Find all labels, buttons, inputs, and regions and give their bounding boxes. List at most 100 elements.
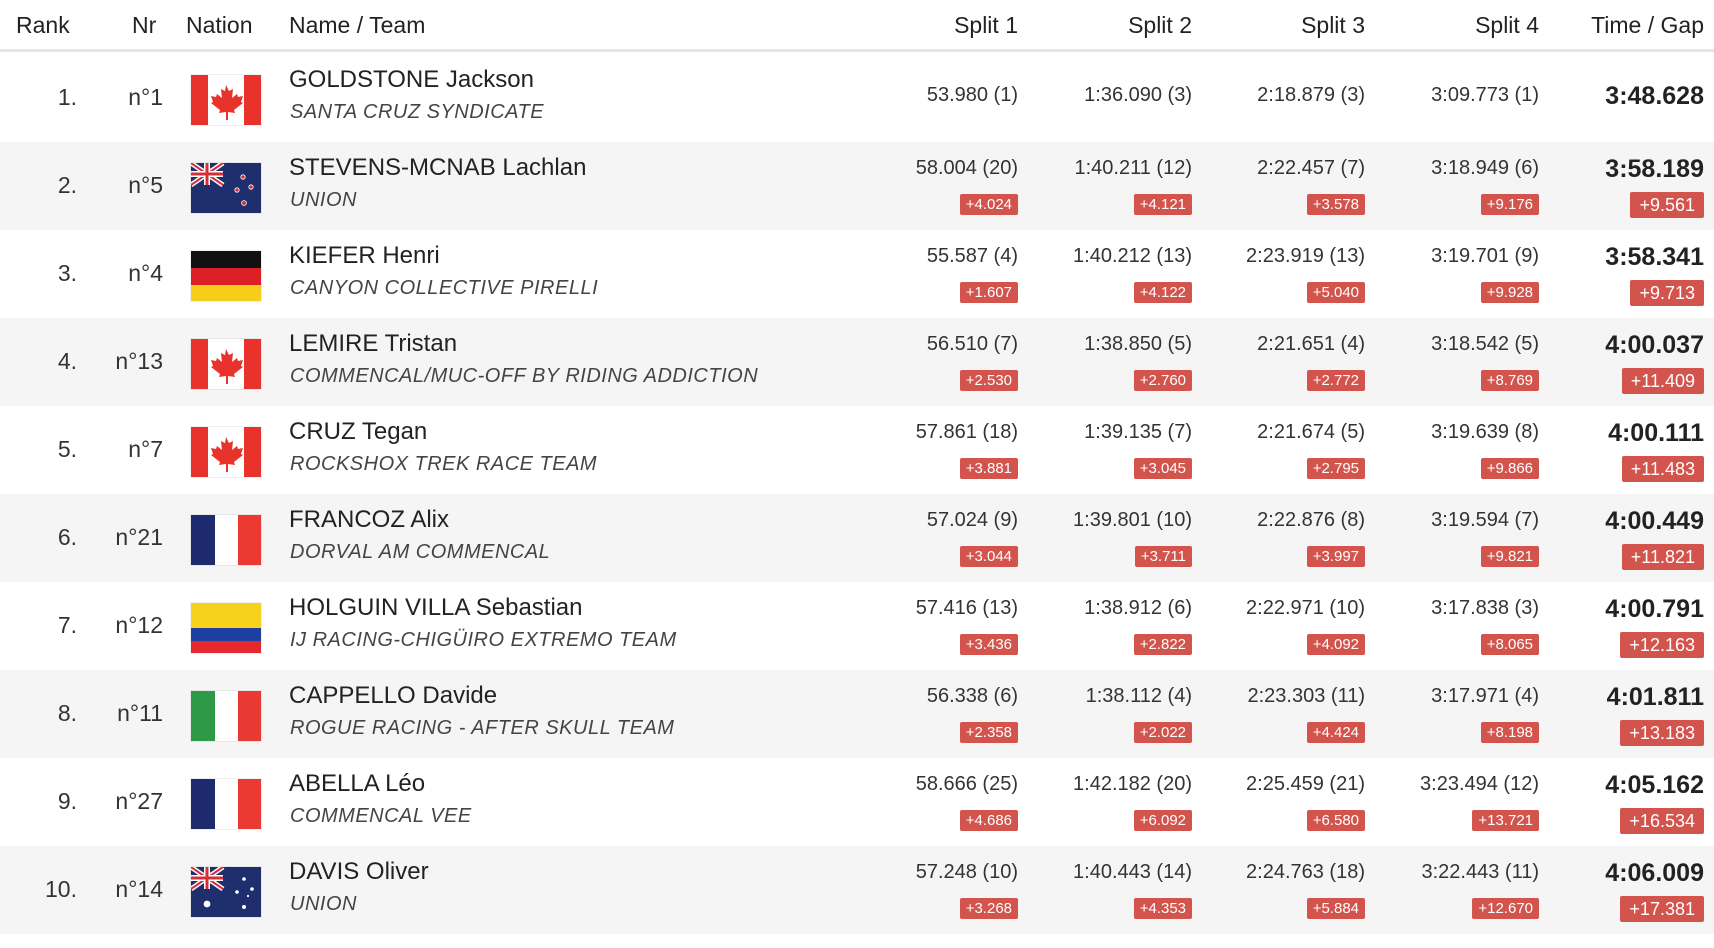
header-split-4[interactable]: Split 4 — [1475, 12, 1539, 38]
rank-cell: 5. — [57, 436, 77, 462]
total-gap-badge: +11.821 — [1621, 544, 1704, 570]
australia-flag — [191, 867, 261, 917]
rider-name[interactable]: HOLGUIN VILLA Sebastian — [289, 594, 583, 621]
split-2-time: 1:42.182 (20) — [1073, 773, 1192, 795]
rank-cell: 7. — [57, 612, 77, 638]
table-row[interactable]: 7. n°12 HOLGUIN VILLA Sebastian IJ RACING-C… — [0, 582, 1714, 670]
rank-cell: 4. — [57, 348, 77, 374]
split-3-time: 2:25.459 (21) — [1246, 773, 1365, 795]
split-4-time: 3:17.838 (3) — [1431, 597, 1539, 619]
split-4-gap-badge: +9.176 — [1480, 194, 1539, 215]
new-zealand-flag — [191, 163, 261, 213]
split-2-gap-badge: +4.353 — [1133, 898, 1192, 919]
team-name: CANYON COLLECTIVE PIRELLI — [290, 277, 599, 299]
rider-name[interactable]: GOLDSTONE Jackson — [289, 66, 534, 93]
split-4-time: 3:18.949 (6) — [1431, 157, 1539, 179]
split-3-gap-badge: +6.580 — [1306, 810, 1365, 831]
rider-name[interactable]: LEMIRE Tristan — [289, 330, 458, 357]
total-time: 3:48.628 — [1605, 82, 1704, 110]
rider-name[interactable]: CAPPELLO Davide — [289, 682, 498, 709]
split-2-time: 1:40.443 (14) — [1073, 861, 1192, 883]
split-3-gap-badge: +3.997 — [1306, 546, 1365, 567]
table-row[interactable]: 6. n°21 FRANCOZ Alix DORVAL AM COMMENCAL 57.… — [0, 494, 1714, 582]
split-3-gap-badge: +5.040 — [1306, 282, 1365, 303]
header-name-team[interactable]: Name / Team — [289, 12, 426, 38]
table-row[interactable]: 10. n°14 DAVIS Oliver UNION 57.248 (10) +3.26… — [0, 846, 1714, 934]
total-gap-badge: +9.713 — [1630, 280, 1704, 306]
team-name: COMMENCAL/MUC-OFF BY RIDING ADDICTION — [290, 365, 759, 387]
table-row[interactable]: 1. n°1 GOLDSTONE Jackson SANTA CRUZ SYNDICA… — [0, 54, 1714, 142]
split-3-gap-badge: +2.795 — [1306, 458, 1365, 479]
rider-name[interactable]: ABELLA Léo — [289, 770, 426, 797]
france-flag — [191, 515, 261, 565]
total-time: 3:58.189 — [1605, 155, 1704, 183]
split-2-time: 1:38.112 (4) — [1085, 685, 1192, 707]
header-split-2[interactable]: Split 2 — [1128, 12, 1192, 38]
split-3-time: 2:21.674 (5) — [1257, 421, 1365, 443]
split-4-gap-badge: +8.065 — [1480, 634, 1539, 655]
table-row[interactable]: 8. n°11 CAPPELLO Davide ROGUE RACING - AFTE… — [0, 670, 1714, 758]
split-1-time: 57.248 (10) — [915, 861, 1018, 883]
table-header: Rank Nr Nation Name / Team Split 1 Split… — [0, 0, 1714, 52]
total-gap-badge: +11.483 — [1621, 456, 1704, 482]
split-4-gap-badge: +8.198 — [1480, 722, 1539, 743]
split-3-gap-badge: +3.578 — [1306, 194, 1365, 215]
germany-flag — [191, 251, 261, 301]
total-time: 4:00.111 — [1608, 419, 1704, 447]
header-split-3[interactable]: Split 3 — [1301, 12, 1365, 38]
split-3-time: 2:23.919 (13) — [1246, 245, 1365, 267]
split-1-time: 57.861 (18) — [915, 421, 1018, 443]
total-time: 4:06.009 — [1605, 859, 1704, 887]
header-nr[interactable]: Nr — [132, 12, 157, 38]
header-time-gap[interactable]: Time / Gap — [1591, 12, 1704, 38]
split-2-time: 1:40.212 (13) — [1073, 245, 1192, 267]
split-4-time: 3:22.443 (11) — [1421, 861, 1540, 883]
rider-name[interactable]: KIEFER Henri — [289, 242, 440, 269]
header-rank[interactable]: Rank — [16, 12, 70, 38]
header-split-1[interactable]: Split 1 — [954, 12, 1018, 38]
split-3-gap-badge: +2.772 — [1306, 370, 1365, 391]
header-nation[interactable]: Nation — [186, 12, 253, 38]
split-2-gap-badge: +3.711 — [1134, 546, 1192, 567]
split-2-gap-badge: +6.092 — [1133, 810, 1192, 831]
split-1-gap-badge: +4.024 — [959, 194, 1018, 215]
total-gap-badge: +9.561 — [1630, 192, 1704, 218]
team-name: SANTA CRUZ SYNDICATE — [290, 101, 545, 123]
rider-name[interactable]: STEVENS-MCNAB Lachlan — [289, 154, 587, 181]
split-1-time: 53.980 (1) — [926, 84, 1018, 106]
split-3-time: 2:24.763 (18) — [1246, 861, 1365, 883]
total-time: 4:00.791 — [1605, 595, 1704, 623]
split-1-gap-badge: +4.686 — [959, 810, 1018, 831]
rank-cell: 10. — [45, 876, 77, 902]
split-3-time: 2:21.651 (4) — [1257, 333, 1365, 355]
split-1-gap-badge: +2.358 — [959, 722, 1018, 743]
rider-name[interactable]: FRANCOZ Alix — [289, 506, 450, 533]
table-row[interactable]: 9. n°27 ABELLA Léo COMMENCAL VEE 58.666 (25)… — [0, 758, 1714, 846]
split-2-time: 1:36.090 (3) — [1084, 84, 1192, 106]
table-row[interactable]: 4. n°13 LEMIRE Tristan COMMENCAL/MUC-OFF BY… — [0, 318, 1714, 406]
split-1-gap-badge: +3.881 — [959, 458, 1018, 479]
france-flag — [191, 779, 261, 829]
canada-flag — [191, 339, 261, 389]
team-name: COMMENCAL VEE — [290, 805, 472, 827]
split-3-time: 2:23.303 (11) — [1247, 685, 1366, 707]
bib-number: n°5 — [128, 172, 163, 198]
table-row[interactable]: 5. n°7 CRUZ Tegan ROCKSHOX TREK RACE TEAM 57… — [0, 406, 1714, 494]
bib-number: n°4 — [128, 260, 163, 286]
rider-name[interactable]: CRUZ Tegan — [289, 418, 428, 445]
split-1-gap-badge: +3.436 — [959, 634, 1018, 655]
rider-name[interactable]: DAVIS Oliver — [289, 858, 429, 885]
split-4-time: 3:18.542 (5) — [1431, 333, 1539, 355]
bib-number: n°7 — [128, 436, 163, 462]
team-name: UNION — [290, 189, 357, 211]
split-1-gap-badge: +3.268 — [959, 898, 1018, 919]
split-3-time: 2:18.879 (3) — [1257, 84, 1365, 106]
table-row[interactable]: 3. n°4 KIEFER Henri CANYON COLLECTIVE PIREL… — [0, 230, 1714, 318]
table-row[interactable]: 2. n°5 STEVENS-MCNAB Lachlan UNION 58.004 (2… — [0, 142, 1714, 230]
split-1-gap-badge: +1.607 — [959, 282, 1018, 303]
split-1-time: 57.416 (13) — [915, 597, 1018, 619]
split-2-time: 1:39.801 (10) — [1073, 509, 1192, 531]
team-name: ROGUE RACING - AFTER SKULL TEAM — [290, 717, 675, 739]
rank-cell: 6. — [57, 524, 77, 550]
